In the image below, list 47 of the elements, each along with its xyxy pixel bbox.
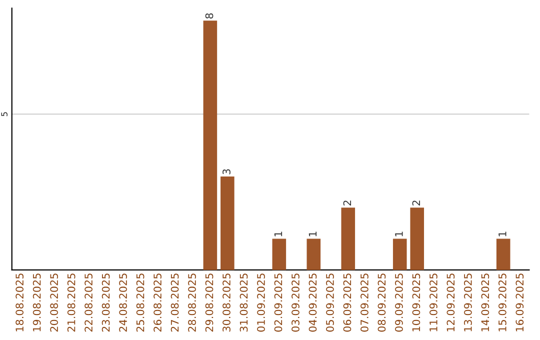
bar [272, 238, 286, 270]
x-tick-label: 19.08.2025 [32, 274, 41, 332]
x-tick-label: 18.08.2025 [16, 274, 24, 332]
x-tick-label: 23.08.2025 [102, 274, 110, 332]
x-tick-label: 03.09.2025 [292, 274, 300, 332]
x-tick-label: 20.08.2025 [50, 274, 58, 332]
x-tick-label: 09.09.2025 [395, 274, 403, 332]
x-tick-label: 13.09.2025 [464, 274, 472, 332]
bar [220, 176, 234, 270]
data-label: 3 [222, 169, 230, 174]
x-tick-label: 04.09.2025 [308, 274, 317, 332]
y-tick-label: 5 [1, 112, 8, 116]
x-tick-label: 27.08.2025 [170, 274, 179, 332]
x-tick-label: 26.08.2025 [154, 274, 162, 332]
x-tick-label: 15.09.2025 [498, 274, 506, 332]
x-tick-label: 02.09.2025 [274, 274, 282, 332]
x-tick-label: 30.08.2025 [222, 274, 230, 332]
data-label: 1 [395, 232, 403, 236]
bar [341, 208, 356, 270]
bar [392, 238, 407, 270]
data-label: 1 [498, 232, 506, 236]
x-tick-label: 11.09.2025 [430, 274, 438, 332]
bar [203, 20, 218, 270]
data-label: 8 [205, 13, 214, 19]
x-tick-label: 12.09.2025 [446, 274, 455, 332]
bar [306, 238, 321, 270]
x-tick-label: 14.09.2025 [481, 274, 490, 332]
data-label: 1 [274, 232, 282, 236]
x-tick-label: 24.08.2025 [119, 274, 127, 332]
bar [496, 238, 510, 270]
x-tick-label: 10.09.2025 [412, 274, 420, 332]
x-tick-label: 25.08.2025 [136, 274, 144, 332]
x-tick-label: 08.09.2025 [378, 274, 386, 332]
x-tick-label: 22.08.2025 [84, 274, 92, 332]
data-label: 1 [308, 232, 317, 236]
x-tick-label: 01.09.2025 [257, 274, 265, 332]
x-tick-label: 06.09.2025 [343, 274, 352, 332]
x-tick-label: 31.08.2025 [240, 274, 248, 332]
x-tick-label: 21.08.2025 [67, 274, 76, 332]
x-tick-label: 28.08.2025 [188, 274, 196, 332]
data-label: 2 [343, 200, 352, 206]
x-tick-label: 07.09.2025 [360, 274, 368, 332]
x-tick-label: 05.09.2025 [326, 274, 334, 332]
bar [410, 208, 424, 270]
x-tick-label: 16.09.2025 [516, 274, 524, 332]
data-label: 2 [412, 200, 420, 206]
x-tick-label: 29.08.2025 [205, 274, 214, 332]
